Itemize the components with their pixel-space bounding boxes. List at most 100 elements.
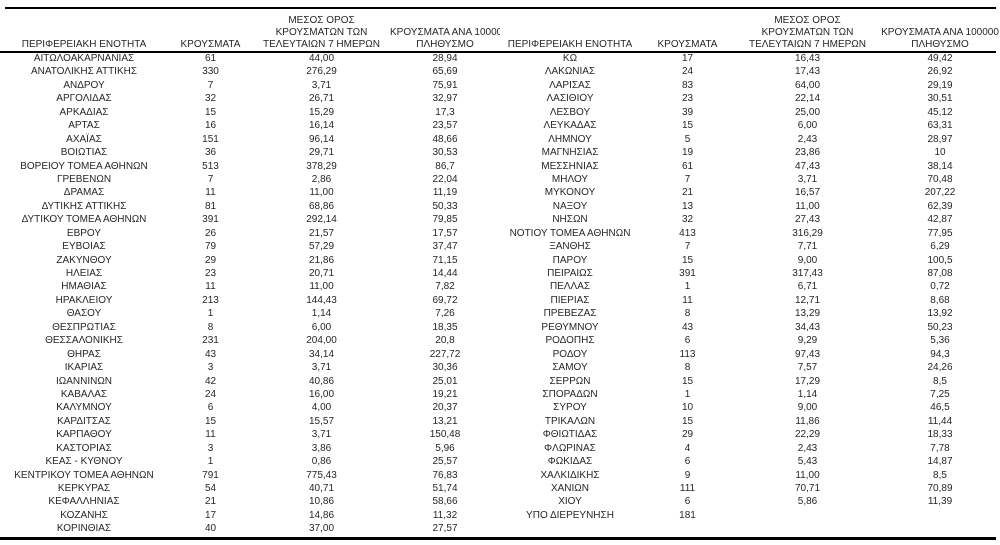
per100k-cell: 50,33: [432, 200, 458, 212]
table-row: ΣΕΡΡΩΝ 15 17,29 8,5: [500, 375, 1000, 388]
per100k-cell: 23,57: [432, 120, 458, 132]
header-per100k-line1: ΚΡΟΥΣΜΑΤΑ ΑΝΑ 100000: [881, 27, 999, 38]
table-row: ΘΕΣΠΡΩΤΙΑΣ 8 6,00 18,35: [0, 321, 500, 334]
per100k-cell: 8,68: [930, 294, 950, 306]
table-row: ΕΒΡΟΥ 26 21,57 17,57: [0, 227, 500, 240]
per100k-cell: 11,39: [927, 496, 953, 508]
top-rule: [5, 7, 996, 9]
region-cell: ΞΑΝΘΗΣ: [549, 241, 591, 253]
table-row: ΧΑΝΙΩΝ 111 70,71 70,89: [500, 482, 1000, 495]
region-cell: ΝΗΣΩΝ: [552, 214, 588, 226]
region-cell: ΚΑΒΑΛΑΣ: [60, 388, 108, 400]
per100k-cell: 8,5: [933, 375, 947, 387]
table-row: ΚΟΡΙΝΘΙΑΣ 40 37,00 27,57: [0, 522, 500, 535]
avg7-cell: 21,86: [308, 254, 335, 266]
region-cell: ΡΟΔΟΥ: [552, 348, 588, 360]
avg7-cell: 13,29: [794, 308, 821, 320]
per100k-cell: 62,39: [927, 200, 953, 212]
cases-cell: 6: [207, 402, 214, 414]
cases-cell: 1: [207, 456, 214, 468]
avg7-cell: 34,14: [308, 348, 335, 360]
cases-cell: 24: [204, 388, 217, 400]
region-cell: ΧΑΝΙΩΝ: [550, 483, 590, 494]
per100k-cell: 70,89: [927, 483, 953, 494]
region-cell: ΜΑΓΝΗΣΙΑΣ: [541, 147, 599, 159]
region-cell: ΠΑΡΟΥ: [552, 254, 588, 266]
avg7-cell: 1,14: [311, 308, 332, 320]
table-row: ΘΗΡΑΣ 43 34,14 227,72: [0, 348, 500, 361]
avg7-cell: 11,00: [795, 200, 820, 212]
region-cell: ΑΝΔΡΟΥ: [63, 79, 105, 91]
table-row: ΚΟΖΑΝΗΣ 17 14,86 11,32: [0, 509, 500, 522]
region-cell: ΣΑΜΟΥ: [552, 362, 588, 374]
avg7-cell: 3,86: [311, 442, 332, 454]
cases-cell: 19: [681, 147, 694, 159]
avg7-cell: 16,14: [308, 120, 335, 132]
cases-cell: 21: [681, 187, 694, 199]
avg7-cell: 4,00: [311, 402, 332, 414]
table-row: ΦΘΙΩΤΙΔΑΣ 29 22,29 18,33: [500, 428, 1000, 441]
cases-cell: 79: [204, 241, 217, 253]
cases-cell: 3: [207, 362, 214, 374]
per100k-cell: 51,74: [432, 483, 458, 494]
per100k-cell: 14,87: [927, 456, 953, 468]
header-per100k-line2: ΠΛΗΘΥΣΜΟ: [416, 39, 474, 50]
per100k-cell: 7,82: [435, 281, 455, 293]
avg7-cell: 57,29: [308, 241, 335, 253]
per100k-cell: 7,25: [930, 388, 950, 400]
header-cases: ΚΡΟΥΣΜΑΤΑ: [640, 9, 735, 52]
cases-cell: 4: [684, 442, 691, 454]
avg7-cell: 11,00: [309, 187, 334, 199]
avg7-cell: 23,86: [794, 147, 821, 159]
region-cell: ΚΕΑΣ - ΚΥΘΝΟΥ: [45, 456, 123, 468]
per100k-cell: 5,96: [435, 442, 455, 454]
per100k-cell: 11,44: [927, 415, 953, 427]
avg7-cell: 11,86: [795, 415, 820, 427]
per100k-cell: 20,37: [432, 402, 458, 414]
region-cell: ΚΕΝΤΡΙΚΟΥ ΤΟΜΕΑ ΑΘΗΝΩΝ: [14, 469, 154, 481]
per100k-cell: 25,57: [432, 456, 458, 468]
table-row: ΝΗΣΩΝ 32 27,43 42,87: [500, 213, 1000, 226]
cases-cell: 7: [684, 173, 691, 185]
per100k-cell: 37,47: [432, 241, 458, 253]
cases-cell: 32: [204, 93, 217, 105]
table-row: ΑΡΚΑΔΙΑΣ 15 15,29 17,3: [0, 106, 500, 119]
table-row: ΜΕΣΣΗΝΙΑΣ 61 47,43 38,14: [500, 160, 1000, 173]
header-per100k: ΚΡΟΥΣΜΑΤΑ ΑΝΑ 100000 ΠΛΗΘΥΣΜΟ: [390, 9, 500, 52]
per100k-cell: 42,87: [927, 214, 953, 226]
region-cell: ΗΛΕΙΑΣ: [65, 268, 103, 279]
cases-cell: 7: [207, 79, 214, 91]
cases-cell: 151: [202, 133, 219, 145]
table-row: ΝΑΞΟΥ 13 11,00 62,39: [500, 200, 1000, 213]
region-cell: ΘΑΣΟΥ: [66, 308, 102, 320]
table-row: ΚΑΛΥΜΝΟΥ 6 4,00 20,37: [0, 401, 500, 414]
region-cell: ΑΡΚΑΔΙΑΣ: [59, 106, 109, 118]
avg7-cell: 276,29: [306, 66, 337, 78]
cases-cell: 391: [679, 268, 696, 279]
cases-cell: 213: [202, 294, 219, 306]
avg7-cell: 47,43: [794, 160, 821, 172]
avg7-cell: 12,71: [794, 294, 821, 306]
avg7-cell: 3,71: [797, 173, 818, 185]
table-row: ΧΑΛΚΙΔΙΚΗΣ 9 11,00 8,5: [500, 469, 1000, 482]
per100k-cell: 207,22: [924, 187, 956, 199]
region-cell: ΚΕΡΚΥΡΑΣ: [57, 483, 111, 494]
avg7-cell: 5,43: [797, 456, 818, 468]
avg7-cell: 6,00: [797, 120, 818, 132]
region-cell: ΣΥΡΟΥ: [553, 402, 587, 414]
cases-cell: 32: [681, 214, 694, 226]
region-cell: ΒΟΡΕΙΟΥ ΤΟΜΕΑ ΑΘΗΝΩΝ: [20, 160, 148, 172]
cases-cell: 21: [204, 496, 217, 508]
table-row: ΑΡΤΑΣ 16 16,14 23,57: [0, 119, 500, 132]
region-cell: ΣΕΡΡΩΝ: [549, 375, 591, 387]
region-cell: ΠΙΕΡΙΑΣ: [550, 294, 590, 306]
per100k-cell: 7,78: [930, 442, 950, 454]
cases-cell: 9: [684, 469, 691, 481]
per100k-cell: 69,72: [432, 294, 458, 306]
region-cell: ΚΕΦΑΛΛΗΝΙΑΣ: [48, 496, 120, 508]
region-cell: ΜΥΚΟΝΟΥ: [544, 187, 596, 199]
per100k-cell: 28,94: [432, 53, 458, 64]
cases-cell: 11: [205, 187, 216, 199]
table-row: ΠΕΙΡΑΙΩΣ 391 317,43 87,08: [500, 267, 1000, 280]
per100k-cell: 13,92: [927, 308, 953, 320]
